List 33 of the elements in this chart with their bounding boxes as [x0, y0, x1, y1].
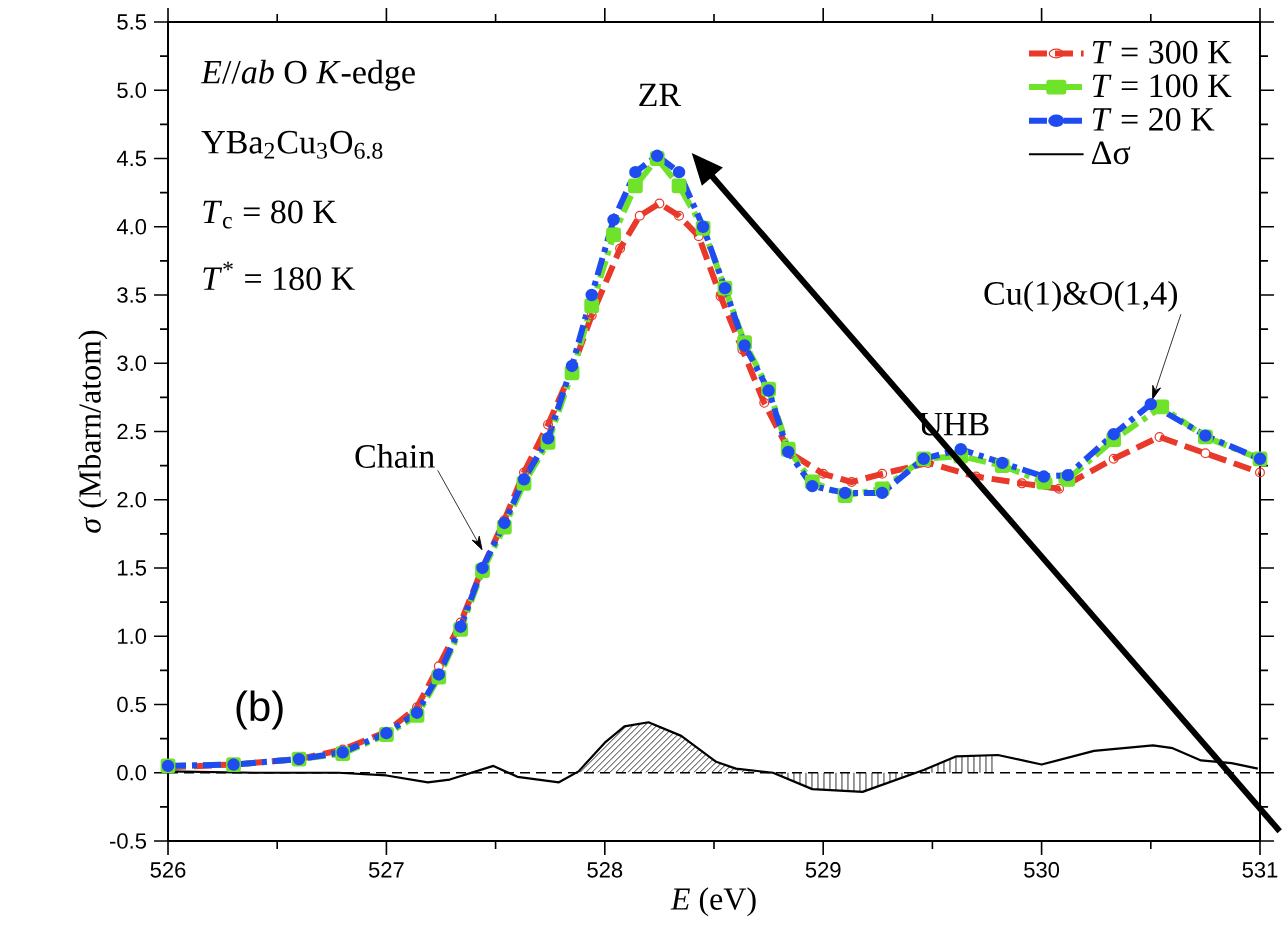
y-tick-label: 3.0 — [117, 355, 147, 372]
x-tick-label: 530 — [1024, 862, 1060, 878]
y-tick-label: 4.5 — [116, 150, 147, 167]
annotation: (b) — [236, 690, 283, 730]
annotation: E//ab O K-edge — [200, 59, 415, 91]
x-axis-title: E (eV) — [670, 887, 756, 917]
y-tick-label: 0.5 — [117, 696, 147, 713]
y-tick-label: 2.0 — [117, 491, 147, 508]
y-tick-label: 1.0 — [118, 628, 147, 645]
y-tick-label: 2.5 — [117, 423, 147, 440]
x-tick-label: 531 — [1242, 862, 1278, 878]
x-tick-label: 527 — [368, 862, 404, 878]
x-tick-label: 529 — [805, 862, 841, 878]
legend-label: T = 100 K — [1092, 74, 1232, 98]
annotation: ZR — [639, 83, 682, 107]
legend-label: T = 20 K — [1092, 107, 1215, 131]
y-tick-label: 5.0 — [117, 82, 147, 99]
legend-label: Δσ — [1091, 141, 1131, 165]
annotation: Cu(1)&O(1,4) — [984, 280, 1178, 312]
y-tick-label: 1.5 — [118, 560, 147, 576]
annotation: Chain — [355, 444, 435, 468]
y-tick-label: 5.5 — [117, 14, 147, 30]
y-tick-label: 4.0 — [116, 218, 147, 235]
y-tick-label: -0.5 — [110, 833, 147, 849]
x-tick-label: 526 — [150, 862, 186, 878]
annotation: T$^{*}$ = 180 K — [203, 261, 355, 291]
y-axis-title: σ (Mbarn/atom) — [78, 330, 108, 533]
x-tick-label: 528 — [587, 862, 623, 878]
annotation: YBa$_{2}$Cu$_{3}$O$_{6.8}$ — [201, 130, 383, 159]
annotation: T$_{c}$ = 80 K — [203, 200, 337, 229]
legend-label: T = 300 K — [1092, 40, 1232, 64]
y-tick-label: 3.5 — [117, 287, 147, 303]
y-tick-label: 0.0 — [117, 764, 147, 781]
